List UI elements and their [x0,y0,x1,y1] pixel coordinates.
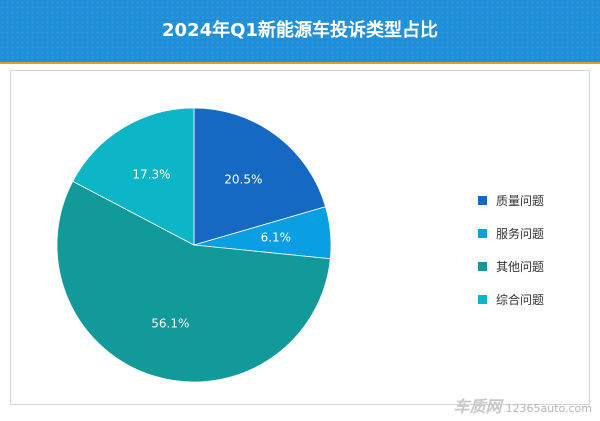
data-label-2: 6.1% [261,231,292,245]
pie-slice-1 [193,107,327,246]
legend-item-2: 服务问题 [478,223,544,244]
legend-swatch [478,229,487,238]
legend-label: 综合问题 [496,293,545,307]
data-label-1: 20.5% [224,172,262,186]
pie-slice-3 [56,180,331,383]
chart-title: 2024年Q1新能源车投诉类型占比 [162,20,438,41]
pie-slice-4 [72,107,195,246]
legend-item-4: 综合问题 [478,289,544,310]
title-bar [0,0,600,62]
data-label-4: 17.3% [132,168,170,182]
title-underline [0,62,600,64]
watermark-logo: 车质网 [453,397,502,416]
legend-swatch [478,196,487,205]
watermark-site: 12365auto.com [505,402,592,415]
data-label-3: 56.1% [151,317,189,331]
watermark: 车质网 12365auto.com [453,393,592,417]
legend-label: 服务问题 [496,227,545,241]
legend-swatch [478,295,487,304]
legend-swatch [478,262,487,271]
legend-label: 其他问题 [496,260,545,274]
legend-label: 质量问题 [496,194,545,208]
legend-item-3: 其他问题 [478,256,544,277]
legend: 质量问题服务问题其他问题综合问题 [478,190,544,310]
legend-item-1: 质量问题 [478,190,544,211]
